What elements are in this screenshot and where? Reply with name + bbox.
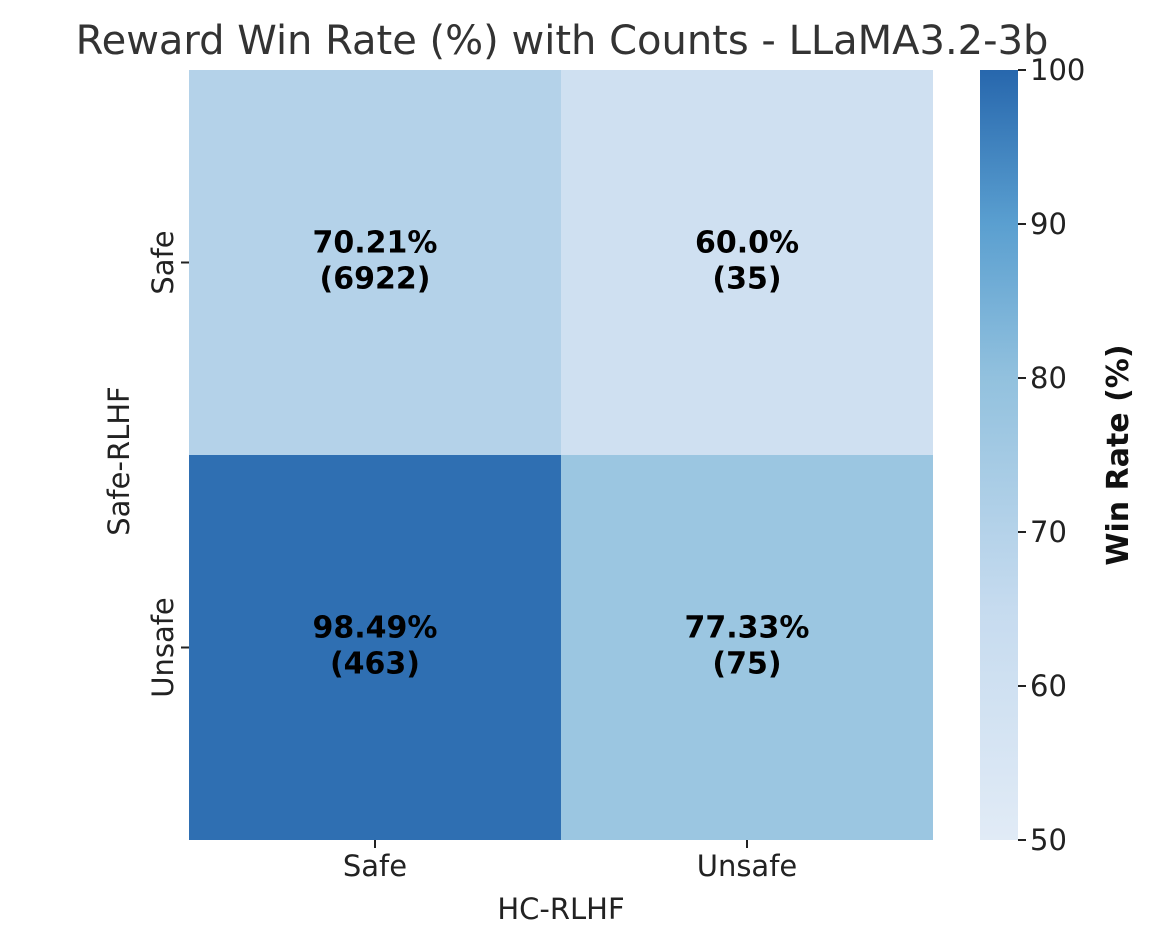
heatmap-cell	[189, 70, 561, 455]
y-tick-label: Safe	[146, 230, 180, 294]
colorbar-tick-label: 90	[1030, 207, 1067, 241]
cell-percentage-label: 98.49%	[313, 611, 438, 646]
y-tick-label: Unsafe	[146, 597, 180, 698]
colorbar-ticks: 50 60 70 80 90 100	[1018, 53, 1085, 857]
chart-title: Reward Win Rate (%) with Counts - LLaMA3…	[76, 18, 1049, 64]
heatmap-cell	[561, 70, 933, 455]
y-axis-label: Safe-RLHF	[102, 386, 136, 536]
colorbar-tick-label: 80	[1030, 361, 1067, 395]
colorbar	[980, 70, 1018, 840]
colorbar-tick-label: 60	[1030, 669, 1067, 703]
colorbar-tick-label: 70	[1030, 515, 1067, 549]
x-tick-label: Safe	[343, 849, 407, 883]
colorbar-tick-label: 100	[1030, 53, 1085, 87]
heatmap-cells	[189, 70, 933, 840]
cell-percentage-label: 70.21%	[313, 226, 438, 261]
cell-count-label: (463)	[330, 647, 420, 682]
axis-ticks: Safe Unsafe Safe Unsafe	[146, 230, 797, 883]
colorbar-label: Win Rate (%)	[1101, 344, 1136, 565]
heatmap-cell	[561, 455, 933, 840]
heatmap-cell	[189, 455, 561, 840]
heatmap-annotations: 70.21%(6922) 60.0%(35) 98.49%(463) 77.33%(7…	[313, 226, 810, 682]
cell-count-label: (35)	[712, 262, 781, 297]
x-axis-label: HC-RLHF	[497, 892, 624, 926]
x-tick-label: Unsafe	[697, 849, 798, 883]
cell-percentage-label: 60.0%	[695, 226, 799, 261]
cell-count-label: (6922)	[320, 262, 431, 297]
cell-count-label: (75)	[712, 647, 781, 682]
colorbar-tick-label: 50	[1030, 823, 1067, 857]
cell-percentage-label: 77.33%	[685, 611, 810, 646]
